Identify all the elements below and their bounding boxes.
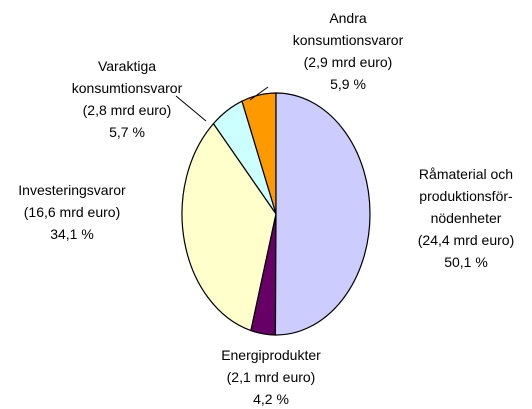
value-label: 4,2 % — [253, 391, 289, 407]
slice-label: Andra konsumtionsvaror (2,9 mrd euro) 5,9 … — [248, 7, 448, 95]
value-label: 5,9 % — [330, 76, 366, 92]
slice-label: Varaktiga konsumtionsvaror (2,8 mrd euro)… — [27, 55, 227, 143]
category-label: Andra konsumtionsvaror — [292, 10, 404, 48]
value-label: 34,1 % — [50, 226, 94, 242]
amount-label: (2,8 mrd euro) — [82, 102, 172, 118]
pie-slice — [274, 92, 371, 336]
slice-label: Energiprodukter (2,1 mrd euro) 4,2 % — [171, 344, 371, 409]
pie-slice — [181, 122, 277, 332]
category-label: Varaktiga konsumtionsvaror — [71, 58, 183, 96]
value-label: 50,1 % — [444, 254, 488, 270]
amount-label: (24,4 mrd euro) — [417, 232, 515, 248]
leader-line — [175, 95, 207, 122]
leader-line — [249, 86, 269, 101]
amount-label: (2,9 mrd euro) — [303, 54, 393, 70]
value-label: 5,7 % — [109, 124, 145, 140]
category-label: Energiprodukter — [221, 347, 321, 363]
amount-label: (16,6 mrd euro) — [23, 204, 121, 220]
category-label: Investeringsvaror — [18, 182, 126, 198]
slice-label: Investeringsvaror (16,6 mrd euro) 34,1 % — [0, 179, 172, 245]
amount-label: (2,1 mrd euro) — [226, 369, 316, 385]
category-label: Råmaterial och produktionsför- nödenhete… — [418, 166, 514, 226]
slice-label: Råmaterial och produktionsför- nödenhete… — [366, 163, 532, 273]
